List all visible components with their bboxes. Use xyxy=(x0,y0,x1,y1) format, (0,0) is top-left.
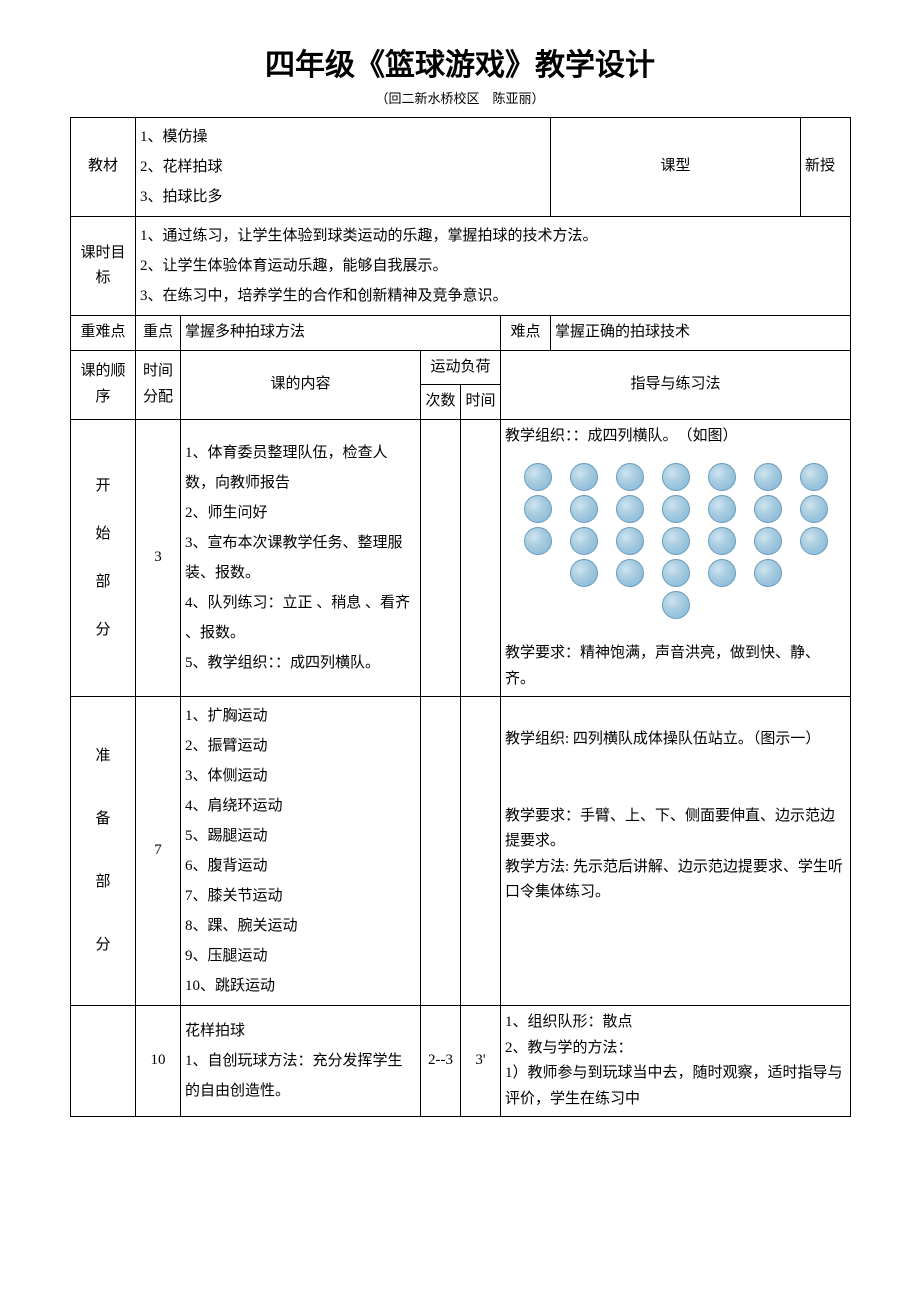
header-fuhe: 运动负荷 xyxy=(421,350,501,385)
section2-guide: 教学组织: 四列横队成体操队伍站立。（图示一） 教学要求：手臂、上、下、侧面要伸… xyxy=(501,697,851,1006)
keshi-content: 1、通过练习，让学生体验到球类运动的乐趣，掌握拍球的技术方法。 2、让学生体验体… xyxy=(136,217,851,316)
section2-content: 1、扩胸运动 2、振臂运动 3、体侧运动 4、肩绕环运动 5、踢腿运动 6、腹背… xyxy=(181,697,421,1006)
label-zhongdian: 重点 xyxy=(136,316,181,351)
zhongdian-value: 掌握多种拍球方法 xyxy=(181,316,501,351)
section1-guide: 教学组织：：成四列横队。 （如图） 教学要求：精神饱满，声音洪亮，做到快、静、齐… xyxy=(501,419,851,697)
section1-label: 开 始 部 分 xyxy=(71,419,136,697)
header-zhidao: 指导与练习法 xyxy=(501,350,851,419)
kexing-value: 新授 xyxy=(801,118,851,217)
nandian-value: 掌握正确的拍球技术 xyxy=(551,316,851,351)
label-nandian: 难点 xyxy=(501,316,551,351)
header-shijian: 时间分配 xyxy=(136,350,181,419)
label-jiaocai: 教材 xyxy=(71,118,136,217)
header-shijian2: 时间 xyxy=(461,385,501,420)
header-shunxu: 课的顺序 xyxy=(71,350,136,419)
label-kexing: 课型 xyxy=(551,118,801,217)
section3-time: 10 xyxy=(136,1006,181,1117)
section1-cishu xyxy=(421,419,461,697)
section2-cishu xyxy=(421,697,461,1006)
page-subtitle: （回二新水桥校区 陈亚丽） xyxy=(70,88,850,107)
section2-label: 准 备 部 分 xyxy=(71,697,136,1006)
section1-content: 1、体育委员整理队伍，检查人数，向教师报告 2、师生问好 3、宣布本次课教学任务… xyxy=(181,419,421,697)
section2-time: 7 xyxy=(136,697,181,1006)
section3-guide: 1、组织队形：散点 2、教与学的方法： 1）教师参与到玩球当中去，随时观察，适时… xyxy=(501,1006,851,1117)
jiaocai-content: 1、模仿操 2、花样拍球 3、拍球比多 xyxy=(136,118,551,217)
section3-cishu: 2--3 xyxy=(421,1006,461,1117)
header-cishu: 次数 xyxy=(421,385,461,420)
section1-time: 3 xyxy=(136,419,181,697)
label-zhongnan: 重难点 xyxy=(71,316,136,351)
section3-content: 花样拍球 1、自创玩球方法：充分发挥学生的自由创造性。 xyxy=(181,1006,421,1117)
formation-diagram xyxy=(505,455,846,627)
section3-shijian: 3' xyxy=(461,1006,501,1117)
lesson-plan-table: 教材 1、模仿操 2、花样拍球 3、拍球比多 课型 新授 课时目标 1、通过练习… xyxy=(70,117,851,1117)
page-title: 四年级《篮球游戏》教学设计 xyxy=(70,40,850,84)
header-neirong: 课的内容 xyxy=(181,350,421,419)
label-keshi-mubiao: 课时目标 xyxy=(71,217,136,316)
section1-shijian xyxy=(461,419,501,697)
section3-label xyxy=(71,1006,136,1117)
section2-shijian xyxy=(461,697,501,1006)
